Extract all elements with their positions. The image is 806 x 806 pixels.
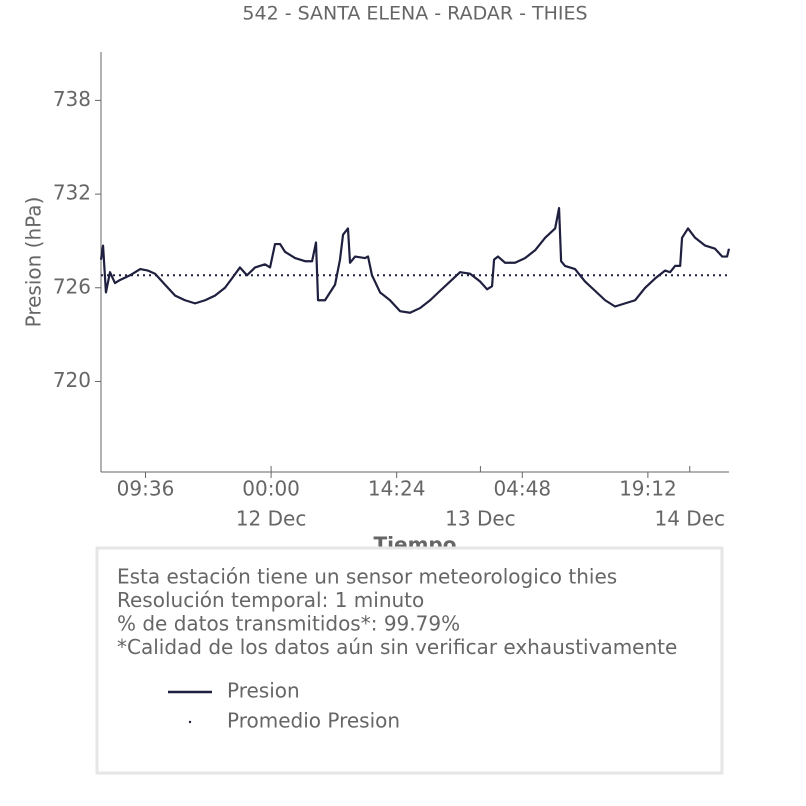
legend-label: Presion — [227, 679, 300, 703]
date-tick-label: 12 Dec — [236, 507, 307, 531]
legend-swatch — [188, 720, 192, 724]
x-tick-label: 04:48 — [493, 477, 551, 501]
y-tick-label: 732 — [53, 181, 91, 205]
info-text: % de datos transmitidos*: 99.79% — [117, 612, 460, 636]
y-tick-label: 726 — [53, 274, 91, 298]
y-axis-label: Presion (hPa) — [22, 197, 46, 328]
x-tick-label: 09:36 — [117, 477, 175, 501]
legend-label: Promedio Presion — [227, 709, 400, 733]
series-line — [99, 207, 731, 314]
info-text: *Calidad de los datos aún sin verificar … — [117, 635, 677, 659]
info-box — [95, 546, 724, 775]
chart-title: 542 - SANTA ELENA - RADAR - THIES — [242, 3, 587, 25]
x-tick-label: 14:24 — [368, 477, 426, 501]
info-text: Resolución temporal: 1 minuto — [117, 588, 424, 612]
info-text: Esta estación tiene un sensor meteorolog… — [117, 565, 617, 589]
x-tick-label: 00:00 — [242, 477, 300, 501]
date-tick-label: 14 Dec — [654, 507, 725, 531]
x-tick-label: 19:12 — [619, 477, 677, 501]
y-tick-label: 738 — [53, 87, 91, 111]
y-tick-label: 720 — [53, 368, 91, 392]
date-tick-label: 13 Dec — [445, 507, 516, 531]
